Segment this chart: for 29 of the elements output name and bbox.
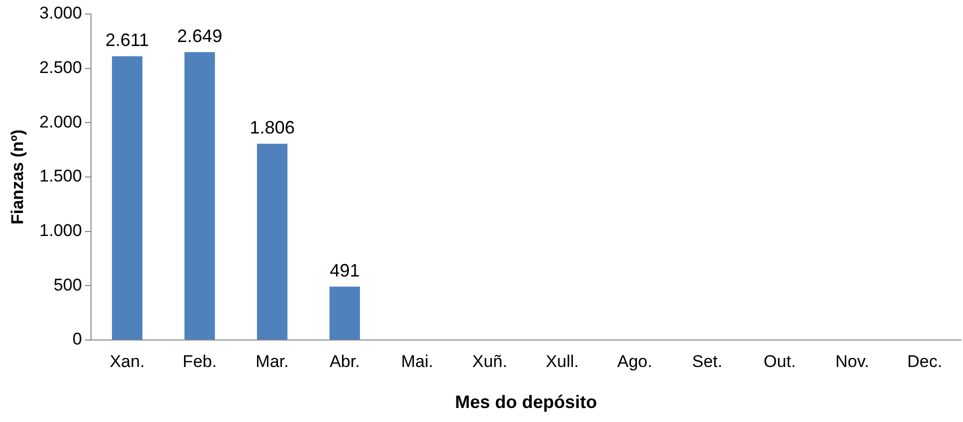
x-tick-label: Out. bbox=[764, 352, 796, 371]
y-tick-label: 1.500 bbox=[39, 166, 82, 186]
y-axis-title: Fianzas (nº) bbox=[8, 130, 27, 224]
data-label: 1.806 bbox=[250, 118, 295, 138]
bar bbox=[112, 56, 142, 340]
bar bbox=[184, 52, 215, 340]
x-tick-label: Set. bbox=[692, 352, 722, 371]
y-tick-label: 1.000 bbox=[39, 221, 82, 240]
y-tick-label: 2.000 bbox=[39, 112, 82, 132]
y-tick-label: 500 bbox=[54, 275, 82, 294]
x-tick-label: Abr. bbox=[330, 352, 360, 371]
x-tick-label: Xull. bbox=[546, 352, 579, 371]
data-label: 491 bbox=[330, 260, 360, 281]
x-axis-title: Mes do depósito bbox=[454, 392, 597, 412]
x-tick-label: Nov. bbox=[835, 352, 870, 371]
y-tick-label: 3.000 bbox=[39, 4, 82, 23]
x-tick-label: Feb. bbox=[182, 352, 217, 371]
y-tick-label: 0 bbox=[72, 330, 82, 349]
bar bbox=[256, 144, 288, 340]
bar bbox=[329, 286, 360, 340]
data-label: 2.649 bbox=[177, 26, 222, 46]
x-tick-label: Mar. bbox=[256, 352, 289, 371]
x-tick-label: Xuñ. bbox=[472, 352, 508, 371]
data-label: 2.611 bbox=[105, 30, 150, 50]
x-tick-label: Xan. bbox=[110, 352, 145, 371]
x-tick-label: Mai. bbox=[401, 352, 434, 371]
y-tick-label: 2.500 bbox=[39, 58, 82, 78]
x-tick-label: Ago. bbox=[617, 352, 652, 371]
x-tick-label: Dec. bbox=[907, 352, 942, 371]
